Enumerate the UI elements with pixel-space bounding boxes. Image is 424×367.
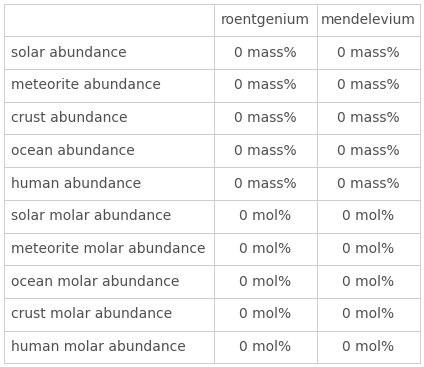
Text: human molar abundance: human molar abundance (11, 340, 185, 354)
Text: 0 mass%: 0 mass% (234, 79, 297, 92)
Text: 0 mass%: 0 mass% (234, 177, 297, 190)
Text: ocean molar abundance: ocean molar abundance (11, 275, 179, 288)
Text: mendelevium: mendelevium (321, 13, 416, 27)
Text: 0 mass%: 0 mass% (337, 46, 400, 60)
Text: 0 mol%: 0 mol% (342, 307, 394, 321)
Text: roentgenium: roentgenium (221, 13, 310, 27)
Text: 0 mol%: 0 mol% (240, 242, 292, 256)
Text: 0 mass%: 0 mass% (234, 111, 297, 125)
Text: 0 mol%: 0 mol% (342, 209, 394, 223)
Text: 0 mol%: 0 mol% (240, 209, 292, 223)
Text: 0 mass%: 0 mass% (337, 144, 400, 158)
Text: solar abundance: solar abundance (11, 46, 126, 60)
Text: 0 mol%: 0 mol% (342, 242, 394, 256)
Text: 0 mol%: 0 mol% (240, 307, 292, 321)
Text: solar molar abundance: solar molar abundance (11, 209, 171, 223)
Text: 0 mol%: 0 mol% (240, 275, 292, 288)
Text: 0 mol%: 0 mol% (240, 340, 292, 354)
Text: ocean abundance: ocean abundance (11, 144, 134, 158)
Text: 0 mass%: 0 mass% (337, 79, 400, 92)
Text: meteorite abundance: meteorite abundance (11, 79, 160, 92)
Text: meteorite molar abundance: meteorite molar abundance (11, 242, 205, 256)
Text: 0 mass%: 0 mass% (234, 46, 297, 60)
Text: crust molar abundance: crust molar abundance (11, 307, 172, 321)
Text: human abundance: human abundance (11, 177, 141, 190)
Text: 0 mol%: 0 mol% (342, 340, 394, 354)
Text: 0 mol%: 0 mol% (342, 275, 394, 288)
Text: 0 mass%: 0 mass% (337, 111, 400, 125)
Text: crust abundance: crust abundance (11, 111, 127, 125)
Text: 0 mass%: 0 mass% (234, 144, 297, 158)
Text: 0 mass%: 0 mass% (337, 177, 400, 190)
